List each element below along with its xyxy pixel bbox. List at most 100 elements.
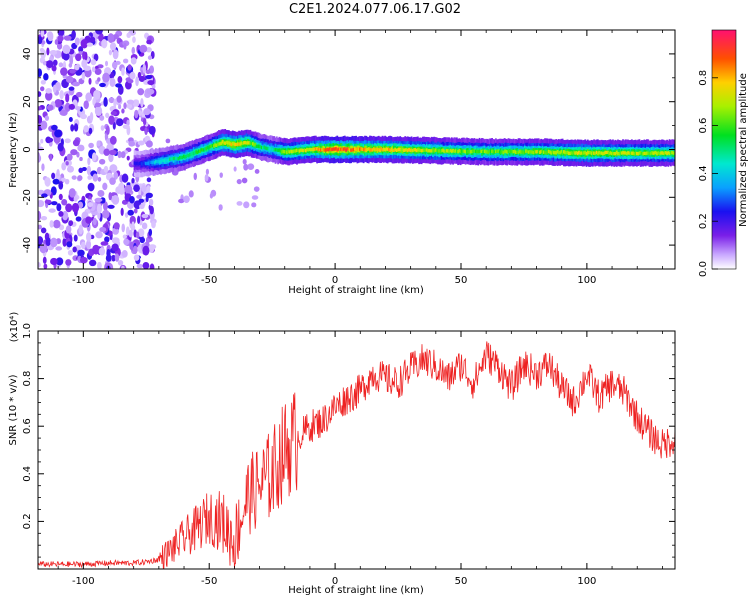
ridge-cell (528, 149, 531, 154)
ridge-cell (663, 151, 666, 155)
noise-blob (51, 65, 57, 72)
noise-blob (97, 64, 104, 69)
noise-blob (102, 182, 108, 191)
ridge-cell (219, 142, 222, 146)
ridge-cell (666, 151, 668, 156)
ridge-cell (581, 151, 584, 155)
ridge-cell (163, 159, 166, 163)
ridge-cell (608, 151, 611, 156)
ridge-cell (347, 147, 350, 151)
ridge-cell (351, 148, 354, 152)
ridge-cell (318, 147, 321, 151)
ridge-cell (182, 154, 185, 158)
noise-blob (86, 42, 94, 47)
snr-y-multiplier: (x10⁴) (9, 312, 20, 343)
ridge-cell (601, 152, 604, 156)
ridge-cell (454, 149, 457, 153)
ridge-cell (275, 148, 278, 152)
noise-blob (145, 140, 153, 148)
noise-blob (43, 263, 48, 269)
ridge-cell (599, 151, 602, 155)
noise-blob (120, 151, 126, 159)
noise-blob (39, 243, 48, 254)
ridge-cell (588, 150, 590, 155)
noise-blob (67, 249, 73, 256)
ridge-cell (416, 148, 419, 152)
noise-blob (97, 176, 102, 182)
ridge-cell (171, 157, 174, 161)
ridge-cell (664, 151, 667, 155)
noise-blob (64, 178, 70, 185)
ridge-cell (323, 148, 326, 152)
noise-blob (52, 84, 57, 94)
noise-blob (71, 175, 77, 180)
ridge-cell (327, 148, 330, 152)
snr-y-axis-label: SNR (10 * v/v) (8, 374, 19, 445)
noise-blob (233, 166, 237, 172)
ridge-cell (466, 150, 468, 154)
noise-blob (87, 157, 91, 166)
noise-blob (75, 91, 83, 98)
ridge-cell (540, 149, 543, 154)
ridge-cell (546, 150, 549, 154)
ridge-cell (350, 148, 353, 152)
noise-blob (48, 208, 56, 213)
ridge-cell (139, 161, 142, 165)
ridge-cell (503, 149, 506, 153)
noise-blob (51, 201, 58, 206)
noise-blob (104, 60, 109, 67)
noise-blob (122, 124, 130, 129)
y-tick-label: 0.6 (22, 418, 33, 434)
noise-blob (38, 224, 43, 230)
noise-blob (65, 161, 69, 166)
noise-blob (68, 62, 73, 68)
ridge-cell (268, 147, 271, 151)
ridge-cell (380, 147, 383, 151)
ridge-cell (632, 151, 634, 155)
ridge-cell (634, 151, 637, 155)
ridge-cell (218, 142, 220, 146)
noise-blob (251, 202, 257, 208)
noise-blob (77, 144, 85, 152)
ridge-cell (199, 149, 201, 153)
noise-blob (243, 201, 250, 209)
noise-blob (41, 163, 45, 171)
noise-blob (99, 158, 106, 165)
ridge-cell (586, 151, 589, 155)
noise-blob (99, 227, 107, 233)
noise-blob (137, 88, 145, 96)
ridge-cell (250, 141, 253, 146)
noise-blob (38, 146, 44, 151)
ridge-cell (265, 146, 268, 151)
noise-blob (86, 165, 92, 176)
ridge-cell (522, 150, 525, 155)
ridge-cell (192, 151, 195, 156)
ridge-cell (156, 159, 159, 164)
ridge-cell (367, 147, 370, 151)
ridge-cell (374, 148, 376, 152)
noise-blob (94, 68, 102, 75)
ridge-cell (207, 146, 210, 150)
y-tick-label: 1.0 (22, 323, 33, 339)
ridge-cell (591, 151, 594, 155)
noise-blob (74, 64, 80, 71)
ridge-cell (510, 150, 512, 154)
noise-blob (151, 84, 156, 89)
noise-blob (102, 72, 110, 83)
noise-blob (81, 71, 86, 81)
noise-blob (62, 44, 71, 54)
snr-x-ticks: -100 -50 0 50 100 (57, 331, 663, 587)
ridge-cell (189, 152, 191, 157)
noise-blob (69, 55, 74, 66)
noise-blob (126, 32, 131, 39)
x-tick-label: -50 (201, 275, 217, 286)
ridge-cell (191, 151, 194, 156)
ridge-cell (654, 150, 657, 155)
noise-blob (50, 237, 58, 248)
ridge-cell (263, 145, 266, 149)
noise-blob (116, 95, 122, 103)
noise-blob (57, 35, 64, 42)
noise-blob (83, 125, 89, 133)
ridge-cell (342, 147, 345, 151)
noise-blob (105, 112, 110, 118)
